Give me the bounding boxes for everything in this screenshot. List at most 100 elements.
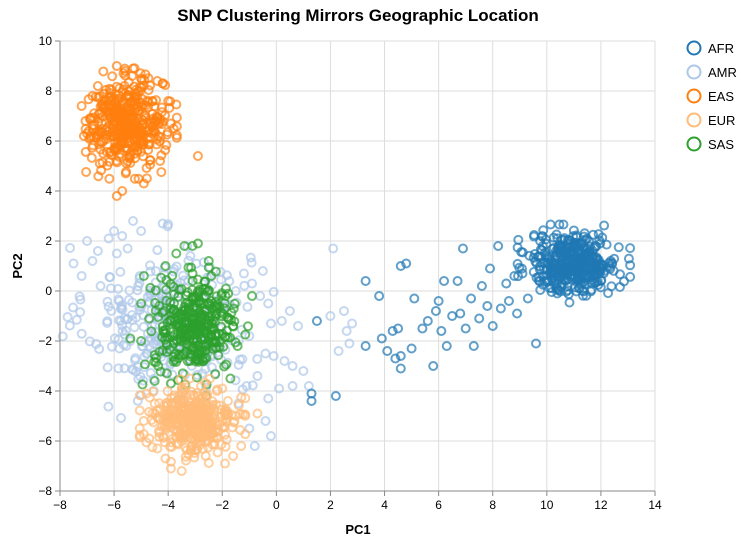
data-point-afr [585,286,596,297]
data-point-eas [147,95,158,106]
data-point-sas [221,359,232,370]
data-point-amr [145,266,156,277]
data-point-eur [154,431,165,442]
data-point-sas [179,316,190,327]
data-point-afr [559,234,570,245]
data-point-eur [168,408,179,419]
data-point-amr [68,258,79,269]
data-point-eas [114,83,125,94]
data-point-eas [80,123,91,134]
data-point-eas [113,95,124,106]
data-point-amr [263,393,274,404]
data-point-afr [585,249,596,260]
data-point-sas [247,291,258,301]
data-point-afr [395,261,406,271]
data-point-sas [176,283,187,294]
data-point-sas [183,262,194,273]
data-point-eur [235,425,246,436]
data-point-afr [554,219,565,230]
data-point-sas [184,356,195,367]
x-tick-label: 8 [489,498,496,512]
legend-item-eur: EUR [686,112,735,128]
data-point-eas [138,139,149,150]
data-point-eur [236,441,247,451]
data-point-eas [155,156,166,166]
data-point-eas [118,107,129,118]
data-point-sas [160,261,171,271]
y-tick-label: −4 [38,384,52,398]
data-point-eas [156,167,167,178]
data-point-afr [487,321,498,331]
data-point-afr [569,282,580,293]
data-point-eas [96,165,107,176]
data-point-eur [191,414,202,425]
data-point-afr [430,306,441,316]
data-point-eur [174,390,185,401]
data-point-afr [447,311,458,321]
data-point-sas [206,271,217,281]
data-point-afr [457,243,468,254]
data-point-amr [145,288,156,299]
data-point-afr [533,271,544,282]
data-point-afr [311,316,322,326]
data-point-eas [192,151,203,161]
data-point-afr [517,268,528,279]
data-point-amr [265,431,276,441]
x-tick-label: 4 [381,498,388,512]
data-point-afr [393,323,404,334]
data-point-amr [84,336,95,347]
data-point-afr [564,297,575,308]
x-tick-label: −2 [215,498,229,512]
data-point-afr [376,333,387,344]
data-point-eas [76,101,87,111]
data-point-eur [192,433,203,444]
data-point-amr [137,341,148,352]
data-point-afr [541,264,552,275]
data-point-eur [240,393,251,404]
data-point-eas [112,107,123,118]
data-point-sas [176,336,187,347]
data-point-eas [162,129,173,140]
legend-item-sas: SAS [686,136,734,152]
data-point-sas [187,320,198,331]
data-point-amr [279,356,290,366]
data-point-afr [330,391,341,401]
data-point-amr [230,375,241,386]
x-tick-label: −4 [161,498,175,512]
data-point-amr [247,278,258,289]
data-point-afr [452,276,463,286]
series-eas [76,61,203,201]
data-point-amr [245,252,256,263]
data-point-amr [105,283,116,294]
data-point-eas [87,142,98,153]
data-point-eur [204,429,215,440]
data-point-sas [196,323,207,334]
data-point-afr [606,281,617,292]
data-point-amr [260,416,271,426]
data-point-sas [174,349,185,360]
data-point-sas [192,238,203,249]
data-point-sas [226,315,237,326]
data-point-eas [128,63,139,74]
data-point-eur [207,399,218,410]
data-point-eas [89,112,100,123]
data-point-eur [166,437,177,448]
data-point-amr [136,226,147,236]
data-point-eas [108,130,119,141]
data-point-amr [102,362,113,373]
data-point-eas [104,93,115,104]
data-point-amr [163,219,174,230]
data-point-eas [98,148,109,159]
data-point-eas [101,100,112,111]
data-point-afr [581,233,592,244]
data-point-eas [142,95,153,106]
data-point-afr [625,243,636,254]
series-eur [134,373,263,476]
data-point-eas [151,139,162,150]
data-point-eas [141,162,152,173]
data-point-amr [168,266,179,277]
data-point-eur [134,432,145,443]
data-point-afr [441,341,452,351]
data-point-sas [203,338,214,349]
y-tick-label: 2 [45,234,52,248]
